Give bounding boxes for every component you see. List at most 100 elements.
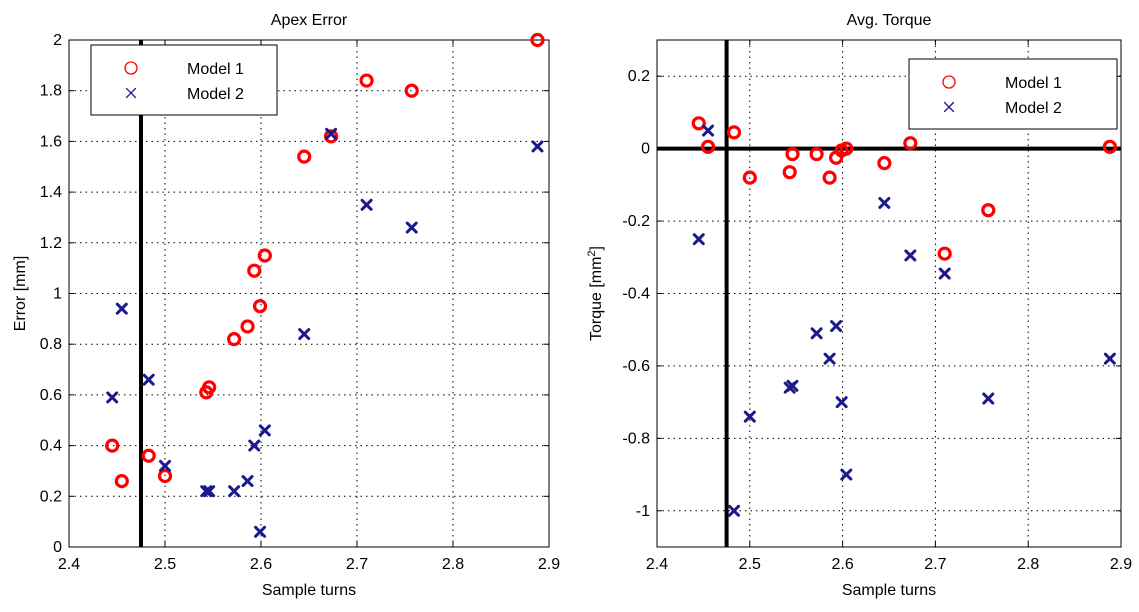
y-tick-label: 1.8 (40, 83, 62, 100)
data-point-circle (903, 136, 918, 151)
data-point-x (405, 221, 418, 234)
marker-stroke (254, 525, 267, 538)
data-point-circle (742, 170, 757, 185)
x-tick-label: 2.7 (924, 556, 946, 573)
data-point-circle (404, 83, 419, 98)
marker-stroke (904, 249, 917, 262)
legend: Model 1 Model 2 (90, 44, 278, 116)
data-point-circle (822, 170, 837, 185)
data-point-circle (530, 32, 545, 48)
data-point-x (159, 459, 171, 472)
marker-stroke (728, 504, 741, 517)
y-axis-label: Torque [mm2] (586, 246, 605, 341)
marker-stroke (943, 101, 955, 113)
marker-stroke (830, 320, 843, 333)
y-tick-label: 0.2 (40, 488, 62, 505)
y-tick-label: 0.6 (40, 387, 62, 404)
y-tick-label: 1 (53, 286, 62, 303)
data-point-circle (114, 473, 129, 489)
marker-stroke (405, 221, 418, 234)
data-point-x (982, 392, 995, 405)
data-point-circle (247, 263, 262, 278)
legend-box (90, 44, 278, 116)
data-point-x (728, 504, 741, 517)
data-point-x (203, 485, 216, 498)
series-model-2 (106, 127, 544, 538)
y-tick-label: 2 (53, 32, 62, 49)
x-tick-label: 2.4 (58, 556, 80, 573)
series-model-2 (692, 124, 1116, 517)
marker-stroke (203, 485, 216, 498)
data-point-x (810, 327, 823, 340)
marker-stroke (142, 373, 155, 386)
y-tick-label: 1.6 (40, 133, 62, 150)
y-axis-label-main: Torque [mm (588, 257, 605, 341)
data-point-x (702, 124, 715, 137)
data-point-x (531, 140, 544, 153)
data-point-x (904, 249, 917, 262)
y-axis-label-main: Error [mm] (12, 256, 29, 332)
data-point-circle (839, 141, 854, 156)
y-tick-label: 0.8 (40, 336, 62, 353)
marker-stroke (1103, 352, 1116, 365)
y-tick-label: -0.4 (622, 286, 650, 303)
legend-marker-x (125, 87, 137, 99)
data-point-x (325, 127, 338, 140)
data-point-circle (297, 149, 312, 164)
data-point-circle (877, 156, 892, 171)
x-tick-label: 2.6 (250, 556, 272, 573)
chart-title: Avg. Torque (847, 12, 932, 29)
data-point-circle (809, 146, 824, 162)
x-tick-label: 2.9 (1110, 556, 1132, 573)
marker-stroke (743, 410, 756, 423)
legend-label: Model 1 (187, 61, 244, 78)
data-point-circle (726, 125, 742, 140)
legend-marker-x (943, 101, 955, 113)
marker-stroke (159, 459, 171, 472)
data-point-x (360, 198, 373, 211)
data-point-circle (202, 380, 217, 395)
marker-stroke (106, 391, 119, 404)
data-point-circle (105, 438, 120, 453)
data-point-circle (252, 299, 268, 314)
data-point-circle (141, 448, 156, 463)
x-tick-label: 2.8 (442, 556, 464, 573)
data-point-circle (700, 139, 716, 154)
y-tick-label: 0 (641, 141, 650, 158)
data-point-x (254, 525, 267, 538)
marker-stroke (228, 485, 241, 498)
data-point-x (692, 233, 705, 246)
marker-stroke (786, 379, 799, 392)
data-point-circle (323, 129, 339, 144)
marker-stroke (938, 267, 951, 280)
data-point-x (241, 475, 254, 488)
marker-stroke (810, 327, 823, 340)
y-tick-label: -1 (636, 503, 650, 520)
data-point-x (823, 352, 836, 365)
data-point-circle (257, 248, 272, 263)
data-point-x (835, 396, 848, 409)
marker-stroke (248, 439, 261, 452)
data-point-x (115, 302, 128, 315)
y-axis-label-suffix: ] (588, 246, 605, 250)
data-point-circle (691, 116, 706, 131)
marker-stroke (258, 424, 271, 437)
y-axis-label-superscript: 2 (586, 250, 598, 256)
y-tick-label: -0.8 (622, 430, 650, 447)
avg-torque-panel: 2.4 2.5 2.6 2.7 2.8 2.9 -1 -0.8 -0.6 -0.4 -0.2 0 0.2… (586, 12, 1132, 599)
legend-marker-circle (942, 75, 956, 89)
x-tick-label: 2.5 (154, 556, 176, 573)
data-point-x (258, 424, 271, 437)
data-point-x (938, 267, 951, 280)
marker-stroke (241, 475, 254, 488)
legend: Model 1 Model 2 (908, 58, 1118, 130)
x-tick-label: 2.4 (646, 556, 668, 573)
data-point-circle (157, 468, 173, 484)
y-tick-label: 1.2 (40, 235, 62, 252)
marker-stroke (840, 468, 853, 481)
x-axis-label: Sample turns (842, 582, 936, 599)
legend-label: Model 1 (1005, 75, 1062, 92)
y-tick-label: 0.2 (628, 68, 650, 85)
data-point-x (830, 320, 843, 333)
